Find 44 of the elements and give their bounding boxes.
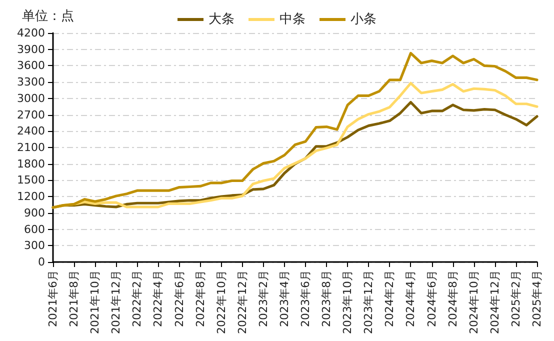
x-tick-label: 2021年12月 [110, 270, 123, 334]
y-tick-label: 1200 [17, 190, 45, 204]
line-series [52, 52, 538, 209]
x-tick-label: 2024年8月 [446, 270, 460, 327]
legend-label: 小条 [350, 12, 376, 27]
y-tick-label: 4200 [17, 26, 45, 40]
x-tick-label: 2023年4月 [278, 270, 291, 327]
y-tick-label: 2400 [17, 124, 45, 138]
y-tick-label: 300 [24, 239, 45, 252]
x-tick-label: 2021年10月 [88, 270, 102, 334]
x-tick-label: 2023年8月 [320, 270, 334, 327]
y-axis-title: 单位：点 [22, 9, 74, 24]
x-tick-label: 2022年10月 [214, 270, 228, 334]
x-tick-label: 2022年8月 [194, 270, 207, 327]
x-tick-label: 2022年4月 [152, 270, 165, 327]
y-tick-label: 0 [38, 256, 45, 268]
x-tick-label: 2025年4月 [530, 270, 544, 327]
x-tick-label: 2023年12月 [362, 270, 376, 334]
y-tick-label: 3900 [17, 42, 45, 56]
x-tick-label: 2022年6月 [172, 270, 186, 327]
y-tick-label: 600 [24, 222, 45, 236]
legend-label: 中条 [280, 12, 306, 27]
y-tick-label: 3600 [17, 59, 45, 72]
x-tick-label: 2023年2月 [256, 270, 270, 327]
legend-label: 大条 [208, 12, 234, 27]
x-tick-label: 2024年6月 [425, 270, 438, 327]
x-tick-label: 2024年2月 [383, 270, 396, 327]
y-tick-label: 3300 [17, 76, 45, 89]
x-tick-label: 2021年8月 [68, 270, 81, 327]
x-tick-label: 2023年10月 [341, 270, 354, 334]
x-tick-label: 2022年2月 [130, 270, 144, 327]
x-tick-label: 2023年6月 [299, 270, 312, 327]
x-tick-label: 2025年2月 [509, 270, 522, 327]
x-tick-label: 2022年12月 [236, 270, 249, 334]
x-tick-label: 2024年4月 [404, 270, 418, 327]
y-tick-label: 3000 [17, 92, 45, 105]
x-tick-label: 2024年10月 [467, 270, 480, 334]
y-tick-label: 2700 [17, 108, 45, 122]
x-tick-label: 2024年12月 [488, 270, 502, 334]
x-tick-label: 2021年6月 [46, 270, 60, 327]
y-tick-label: 900 [24, 206, 45, 220]
y-tick-label: 1800 [17, 157, 45, 170]
y-tick-label: 2100 [17, 141, 45, 154]
y-tick-label: 1500 [17, 174, 45, 187]
